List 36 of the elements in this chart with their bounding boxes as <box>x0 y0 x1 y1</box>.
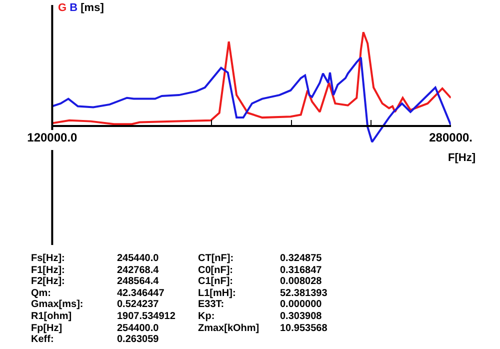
text: F1[Hz]: <box>31 265 65 276</box>
text: 0.324875 <box>280 253 322 264</box>
x-tick-label: 280000. <box>429 130 473 144</box>
text: CT[nF]: <box>198 253 234 264</box>
text: 242768.4 <box>117 265 160 276</box>
text: 0.263059 <box>117 334 160 345</box>
x-axis-title: F[Hz] <box>448 152 476 164</box>
text: Gmax[ms]: <box>31 299 84 310</box>
text: 52.381393 <box>280 288 328 299</box>
text: Fp[Hz] <box>31 323 62 334</box>
text: E33T: <box>198 299 224 310</box>
text: Keff: <box>31 334 54 345</box>
text: G <box>58 2 67 14</box>
text: 42.346447 <box>117 288 165 299</box>
text: 254400.0 <box>117 323 160 334</box>
text: C0[nF]: <box>198 265 233 276</box>
text: F2[Hz]: <box>31 276 65 287</box>
text: 245440.0 <box>117 253 160 264</box>
text: 0.303908 <box>280 311 322 322</box>
text: L1[mH]: <box>198 288 236 299</box>
text: B <box>70 2 78 14</box>
text: Fs[Hz]: <box>31 253 65 264</box>
text: R1[ohm] <box>31 311 72 322</box>
text: 0.000000 <box>280 299 322 310</box>
text: 0.524237 <box>117 299 160 310</box>
text: 0.316847 <box>280 265 322 276</box>
text: 248564.4 <box>117 276 160 287</box>
y-axis-title: [ms] <box>80 2 104 14</box>
x-tick-label: 120000.0 <box>27 130 78 144</box>
text: 1907.534912 <box>117 311 176 322</box>
text: 0.008028 <box>280 276 322 287</box>
text: Kp: <box>198 311 215 322</box>
text: Qm: <box>31 288 51 299</box>
text: Zmax[kOhm] <box>198 323 260 334</box>
text: C1[nF]: <box>198 276 233 287</box>
text: 10.953568 <box>280 323 328 334</box>
